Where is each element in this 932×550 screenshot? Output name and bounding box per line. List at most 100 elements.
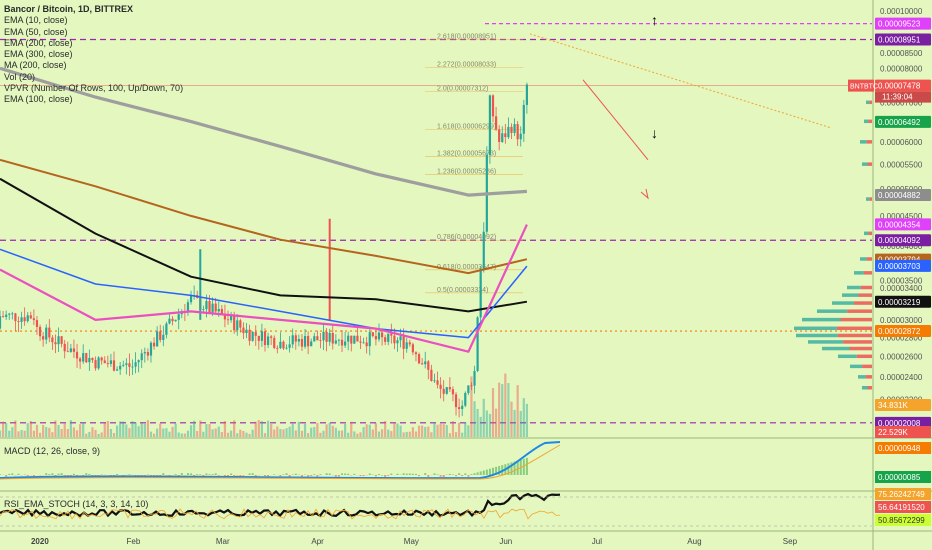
vpvr-bar-up bbox=[832, 301, 854, 305]
volume-bar bbox=[510, 401, 513, 437]
macd-histogram-bar bbox=[279, 475, 282, 477]
volume-bar bbox=[162, 428, 165, 437]
legend-ema300[interactable]: EMA (300, close) bbox=[4, 49, 73, 60]
macd-histogram-bar bbox=[319, 474, 322, 475]
legend-vol[interactable]: Vol (20) bbox=[4, 71, 36, 82]
legend-ema10[interactable]: EMA (10, close) bbox=[4, 15, 68, 26]
time-tick: Jul bbox=[592, 537, 602, 546]
vpvr-bar-down bbox=[860, 285, 872, 290]
volume-bar bbox=[208, 424, 211, 437]
fib-label: 1.382(0.00005673) bbox=[437, 150, 496, 157]
macd-histogram-bar bbox=[513, 461, 516, 475]
rsi-tag-bg bbox=[875, 501, 931, 513]
volume-bar bbox=[131, 421, 134, 437]
candle-body bbox=[245, 329, 248, 334]
macd-histogram-bar bbox=[140, 475, 143, 476]
price-tick: 0.00005500 bbox=[880, 160, 923, 169]
candle-body bbox=[20, 317, 23, 322]
volume-bar bbox=[417, 425, 421, 437]
legend-ema200[interactable]: EMA (200, close) bbox=[4, 37, 73, 48]
vpvr-bar-down bbox=[866, 257, 872, 261]
candle-body bbox=[510, 126, 513, 133]
macd-histogram-bar bbox=[122, 475, 125, 477]
candle-body bbox=[66, 351, 69, 353]
fib-label: 0.5(0.00003334) bbox=[437, 287, 488, 294]
time-tick: Mar bbox=[216, 537, 230, 546]
volume-bar bbox=[79, 424, 82, 437]
vpvr-bar-down bbox=[856, 354, 872, 359]
vpvr-bar-up bbox=[864, 119, 869, 124]
price-tag: 22.529K bbox=[875, 426, 931, 438]
macd-histogram-bar bbox=[424, 473, 427, 475]
fib-label: 1.618(0.00006299) bbox=[437, 124, 496, 131]
macd-histogram-bar bbox=[8, 473, 11, 475]
time-tick: 2020 bbox=[31, 537, 49, 546]
macd-histogram-bar bbox=[411, 473, 414, 475]
candle-body bbox=[310, 341, 313, 347]
macd-histogram-bar bbox=[396, 473, 399, 475]
volume-bar bbox=[196, 431, 199, 437]
price-tag-bg bbox=[875, 79, 931, 92]
volume-bar bbox=[54, 420, 57, 437]
ma-line bbox=[0, 224, 528, 353]
volume-bar bbox=[448, 433, 451, 437]
volume-bar bbox=[140, 423, 143, 437]
macd-histogram-bar bbox=[159, 475, 162, 476]
macd-histogram-bar bbox=[116, 473, 119, 475]
vpvr-bar-down bbox=[865, 375, 872, 379]
price-tag-bg bbox=[875, 416, 931, 429]
price-tag: 0.00004882 bbox=[875, 188, 931, 201]
candle-body bbox=[390, 333, 393, 336]
volume-bar bbox=[300, 430, 304, 437]
volume-bar bbox=[525, 403, 528, 437]
vpvr-bar-down bbox=[858, 293, 872, 297]
volume-bar bbox=[310, 427, 313, 437]
candle-body bbox=[331, 332, 334, 344]
rsi-label[interactable]: RSI_EMA_STOCH (14, 3, 3, 14, 10) bbox=[4, 499, 149, 509]
volume-bar bbox=[513, 409, 516, 437]
volume-bar bbox=[248, 433, 251, 437]
volume-bar bbox=[507, 383, 510, 437]
candle-body bbox=[11, 313, 14, 315]
candle-body bbox=[377, 332, 381, 340]
candle-body bbox=[202, 309, 205, 310]
volume-bar bbox=[458, 422, 461, 437]
macd-histogram-bar bbox=[402, 473, 405, 475]
price-tag-text: 0.00004882 bbox=[878, 191, 921, 200]
legend-ema50[interactable]: EMA (50, close) bbox=[4, 26, 68, 37]
volume-bar bbox=[214, 428, 217, 437]
macd-label[interactable]: MACD (12, 26, close, 9) bbox=[4, 446, 101, 456]
candle-body bbox=[424, 361, 427, 365]
candle-body bbox=[48, 327, 51, 338]
volume-bar bbox=[8, 430, 11, 437]
legend-ma200[interactable]: MA (200, close) bbox=[4, 60, 67, 71]
volume-bar bbox=[485, 410, 488, 437]
macd-histogram-bar bbox=[390, 473, 393, 475]
legend-vpvr[interactable]: VPVR (Number Of Rows, 100, Up/Down, 70) bbox=[4, 83, 184, 94]
macd-histogram-bar bbox=[467, 475, 470, 477]
price-tag-text: 0.00003219 bbox=[878, 298, 921, 307]
candle-body bbox=[513, 124, 516, 133]
forecast-arrow-head bbox=[640, 188, 649, 200]
legend-ema100[interactable]: EMA (100, close) bbox=[4, 94, 73, 105]
candle-body bbox=[273, 337, 276, 348]
volume-bar bbox=[439, 423, 442, 437]
macd-histogram-bar bbox=[368, 473, 371, 475]
volume-bar bbox=[229, 430, 233, 437]
macd-histogram-bar bbox=[334, 475, 337, 477]
macd-histogram-bar bbox=[109, 475, 112, 476]
vpvr-bar-up bbox=[862, 386, 868, 390]
candle-body bbox=[417, 354, 421, 364]
candle-body bbox=[433, 380, 436, 382]
volume-bar bbox=[75, 430, 79, 437]
volume-bar bbox=[57, 425, 60, 437]
volume-bar bbox=[45, 427, 48, 437]
candle-body bbox=[17, 321, 20, 322]
macd-pane bbox=[0, 441, 561, 480]
price-tag-bg bbox=[875, 115, 931, 128]
volume-bar bbox=[152, 433, 156, 437]
candle-body bbox=[174, 319, 177, 322]
volume-bar bbox=[23, 430, 26, 437]
candle-body bbox=[223, 313, 227, 320]
